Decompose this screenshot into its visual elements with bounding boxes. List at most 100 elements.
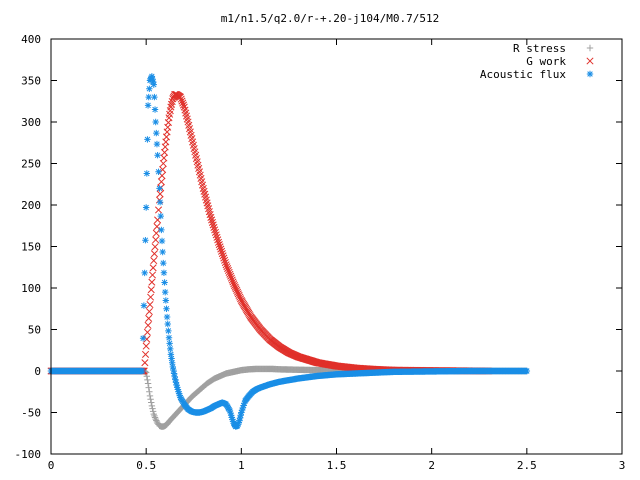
data-point (209, 221, 217, 229)
data-point (213, 233, 221, 241)
data-point (165, 327, 172, 335)
data-point (146, 392, 154, 400)
data-point (240, 402, 247, 409)
data-point (157, 212, 164, 220)
data-point (145, 93, 152, 101)
data-point (170, 366, 177, 374)
data-point (167, 351, 175, 358)
y-tick-label: 150 (21, 241, 41, 254)
data-series (47, 73, 531, 430)
data-point (222, 261, 230, 269)
data-point (140, 302, 148, 309)
data-point (157, 178, 165, 186)
data-point (227, 274, 235, 282)
data-point (158, 226, 165, 234)
data-point (177, 95, 185, 103)
axis-ticks: 0 0.5 1 1.5 2 2.5 3 -100 -50 0 50 100 150 200 250 300 35… (15, 33, 626, 472)
legend-marker (586, 44, 594, 52)
y-tick-label: -50 (21, 407, 41, 420)
data-point (207, 213, 215, 222)
chart-title: m1/n1.5/q2.0/r-+.20-j104/M0.7/512 (221, 12, 440, 25)
data-point (229, 418, 237, 425)
data-point (238, 409, 245, 416)
data-point (162, 288, 169, 296)
data-point (149, 264, 157, 272)
data-point (157, 184, 165, 192)
data-point (211, 228, 220, 236)
data-point (141, 269, 148, 277)
data-point (144, 321, 152, 329)
y-tick-label: 250 (21, 158, 41, 171)
data-point (144, 102, 152, 109)
data-point (146, 77, 154, 84)
data-point (216, 243, 224, 251)
y-tick-label: 200 (21, 199, 41, 212)
legend-marker (586, 57, 594, 65)
data-point (168, 359, 176, 366)
data-point (236, 414, 244, 422)
y-tick-label: 400 (21, 33, 41, 46)
series-acoustic-flux (47, 73, 531, 430)
data-point (147, 396, 154, 403)
data-point (238, 406, 246, 414)
data-point (144, 376, 151, 384)
data-point (151, 93, 158, 101)
series-r-stress (47, 365, 531, 430)
data-point (148, 271, 157, 279)
data-point (151, 243, 159, 251)
data-point (149, 405, 156, 412)
data-point (149, 75, 156, 83)
data-point (179, 99, 187, 107)
data-point (217, 247, 226, 255)
data-point (228, 414, 236, 421)
legend-label: R stress (513, 42, 566, 55)
data-point (214, 236, 222, 244)
data-point (146, 301, 154, 309)
data-point (234, 420, 242, 428)
data-point (220, 254, 228, 262)
data-point (168, 97, 176, 106)
data-point (153, 129, 160, 137)
data-point (214, 238, 223, 246)
data-point (226, 270, 234, 278)
data-point (142, 342, 150, 350)
data-point (144, 380, 152, 387)
data-point (160, 259, 167, 267)
data-point (219, 252, 227, 260)
y-tick-label: -100 (15, 448, 42, 461)
x-tick-label: 0.5 (136, 459, 156, 472)
x-tick-label: 2.5 (517, 459, 537, 472)
data-point (167, 345, 174, 353)
data-point (175, 388, 182, 395)
data-point (176, 392, 183, 399)
data-point (239, 404, 247, 412)
data-point (142, 236, 149, 244)
data-point (170, 370, 178, 377)
data-point (139, 335, 147, 342)
plot-frame (50, 38, 623, 455)
data-point (144, 136, 151, 143)
y-tick-label: 50 (28, 324, 41, 337)
data-point (217, 245, 225, 253)
data-point (160, 269, 168, 276)
y-tick-label: 100 (21, 282, 41, 295)
data-point (169, 363, 177, 371)
data-point (174, 386, 182, 393)
data-point (163, 305, 170, 312)
data-point (141, 350, 150, 358)
data-point (162, 297, 170, 304)
data-point (155, 168, 162, 175)
data-point (145, 384, 152, 391)
data-point (229, 278, 237, 286)
data-point (149, 78, 157, 86)
x-tick-label: 1.5 (327, 459, 347, 472)
data-point (150, 250, 158, 258)
data-point (143, 170, 151, 177)
data-point (227, 412, 235, 419)
data-point (237, 412, 244, 419)
data-point (174, 384, 181, 391)
data-point (165, 334, 173, 341)
data-point (172, 379, 180, 386)
